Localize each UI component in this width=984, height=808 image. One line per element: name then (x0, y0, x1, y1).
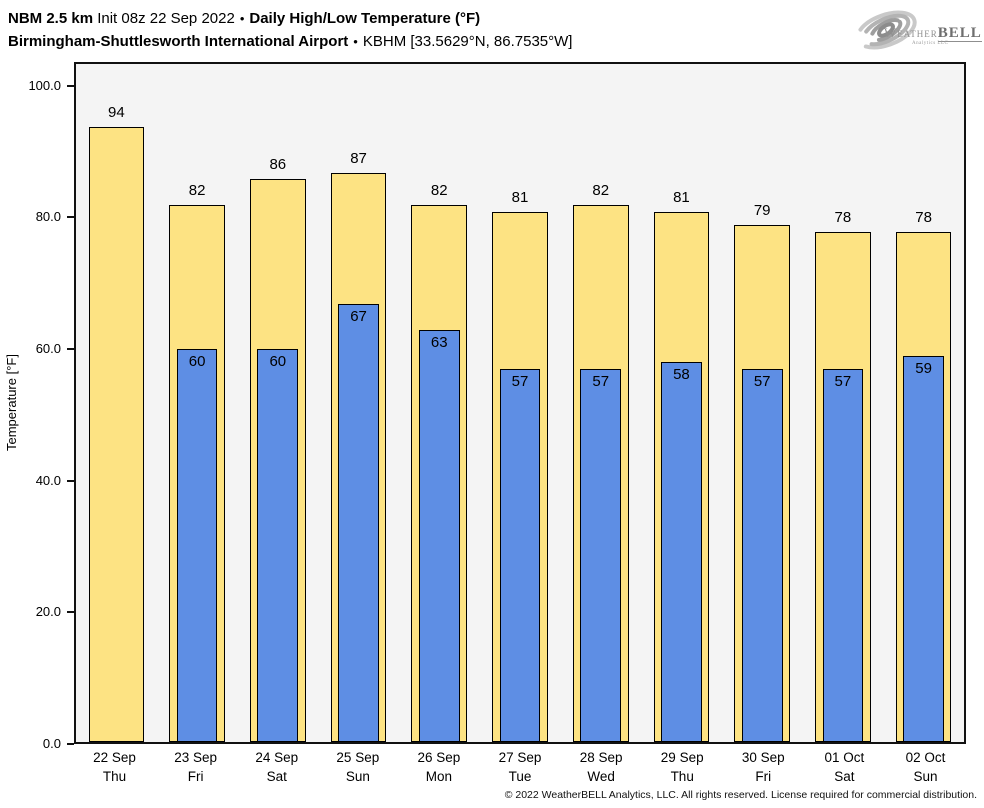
low-bar: 60 (176, 349, 218, 742)
chart-header: NBM 2.5 km Init 08z 22 Sep 2022 • Daily Hi… (8, 7, 572, 53)
y-tick-label: 80.0 (35, 209, 61, 225)
y-tick-label: 20.0 (35, 604, 61, 620)
x-tick-label: 01 Oct Sat (804, 748, 885, 786)
init-time: Init 08z 22 Sep 2022 (97, 10, 235, 27)
x-tick-label: 25 Sep Sun (317, 748, 398, 786)
logo-bell-text: BELL (937, 25, 982, 42)
high-value-label: 78 (834, 208, 852, 226)
x-tick-day: Thu (670, 769, 694, 784)
product-title: Daily High/Low Temperature (°F) (249, 10, 481, 27)
low-bar: 59 (903, 355, 945, 742)
high-value-label: 81 (673, 188, 690, 206)
high-value-label: 78 (915, 208, 932, 226)
y-tick-label: 60.0 (35, 341, 61, 357)
y-tick-label: 100.0 (28, 77, 61, 93)
x-tick-label: 29 Sep Thu (642, 748, 723, 786)
x-tick-date: 29 Sep (660, 750, 704, 765)
high-value-label: 94 (108, 103, 125, 121)
x-tick-label: 26 Sep Mon (398, 748, 479, 786)
y-tick-label: 0.0 (42, 736, 61, 751)
station-id: KBHM [33.5629°N, 86.7535°W] (362, 33, 573, 50)
low-bar: 57 (741, 368, 783, 742)
x-tick-day: Wed (587, 769, 615, 784)
copyright-text: © 2022 WeatherBELL Analytics, LLC. All r… (504, 789, 977, 801)
x-tick-date: 26 Sep (417, 750, 461, 765)
swirl-icon (855, 10, 917, 50)
x-tick-date: 02 Oct (905, 750, 946, 765)
x-tick-day: Sun (345, 769, 370, 784)
low-bar: 57 (499, 368, 541, 742)
station-name: Birmingham-Shuttlesworth International A… (8, 33, 349, 50)
high-value-label: 82 (592, 182, 610, 200)
y-tick-mark (67, 611, 74, 614)
x-tick-label: 27 Sep Tue (479, 748, 560, 786)
chart-title: NBM 2.5 km Init 08z 22 Sep 2022 • Daily Hi… (8, 7, 572, 30)
x-tick-label: 22 Sep Thu (74, 748, 155, 786)
low-value-label: 59 (915, 359, 932, 377)
low-bar: 60 (257, 349, 299, 742)
x-tick-day: Sat (266, 769, 287, 784)
low-bar: 57 (580, 368, 622, 742)
y-tick-mark (67, 479, 74, 482)
y-tick-mark (67, 348, 74, 351)
x-tick-day: Mon (425, 769, 453, 784)
logo-weather-text: Weather (884, 25, 938, 40)
x-tick-date: 25 Sep (336, 750, 380, 765)
x-tick-date: 22 Sep (93, 750, 136, 765)
high-value-label: 87 (350, 149, 367, 167)
high-bar (88, 126, 145, 742)
x-tick-date: 27 Sep (498, 750, 542, 765)
chart-subtitle: Birmingham-Shuttlesworth International A… (8, 30, 572, 53)
low-bar: 63 (418, 329, 460, 742)
low-bar: 67 (338, 303, 379, 742)
x-tick-day: Fri (187, 769, 204, 784)
logo-wordmark: WeatherBELL (884, 24, 982, 42)
x-tick-date: 01 Oct (824, 750, 865, 765)
x-tick-date: 28 Sep (579, 750, 623, 765)
plot-area: 94 82 60 86 60 87 67 82 63 81 57 82 57 81 58 79 57 78 57 78… (74, 62, 966, 744)
low-value-label: 67 (350, 307, 367, 325)
low-value-label: 58 (673, 366, 690, 384)
low-bar: 57 (822, 368, 864, 742)
high-value-label: 82 (430, 182, 448, 200)
weatherbell-logo: WeatherBELL Analytics LLC (852, 2, 982, 58)
x-tick-label: 23 Sep Fri (155, 748, 236, 786)
x-tick-label: 02 Oct Sun (885, 748, 966, 786)
y-tick-mark (67, 216, 74, 219)
low-value-label: 60 (269, 353, 287, 371)
x-tick-day: Thu (102, 769, 127, 784)
low-value-label: 57 (753, 372, 771, 390)
high-value-label: 82 (188, 182, 206, 200)
subtitle-bullet: • (353, 34, 358, 49)
x-tick-day: Sun (913, 769, 938, 784)
x-tick-day: Tue (508, 769, 532, 784)
y-tick-mark (67, 743, 74, 745)
low-value-label: 57 (592, 372, 610, 390)
x-tick-day: Fri (755, 769, 772, 784)
model-name: NBM 2.5 km (8, 10, 94, 27)
x-tick-date: 23 Sep (174, 750, 218, 765)
high-value-label: 86 (269, 156, 287, 174)
x-tick-label: 30 Sep Fri (723, 748, 804, 786)
x-tick-label: 24 Sep Sat (236, 748, 317, 786)
title-bullet: • (239, 11, 245, 26)
high-value-label: 79 (753, 202, 771, 219)
x-axis-labels: 22 Sep Thu 23 Sep Fri 24 Sep Sat 25 Sep Sun 26 S… (74, 748, 966, 786)
x-tick-date: 24 Sep (255, 750, 299, 765)
x-tick-label: 28 Sep Wed (561, 748, 642, 786)
y-tick-label: 40.0 (35, 472, 61, 488)
y-tick-mark (67, 84, 74, 87)
high-value-label: 81 (511, 188, 529, 206)
low-bar: 58 (661, 362, 702, 742)
y-axis: 0.0 20.0 40.0 60.0 80.0 100.0 (0, 62, 74, 751)
low-value-label: 57 (511, 372, 529, 390)
logo-analytics-text: Analytics LLC (912, 41, 949, 46)
low-value-label: 57 (834, 372, 852, 390)
x-tick-date: 30 Sep (741, 750, 785, 765)
low-value-label: 60 (188, 353, 206, 371)
low-value-label: 63 (430, 333, 448, 351)
x-tick-day: Sat (834, 769, 855, 784)
